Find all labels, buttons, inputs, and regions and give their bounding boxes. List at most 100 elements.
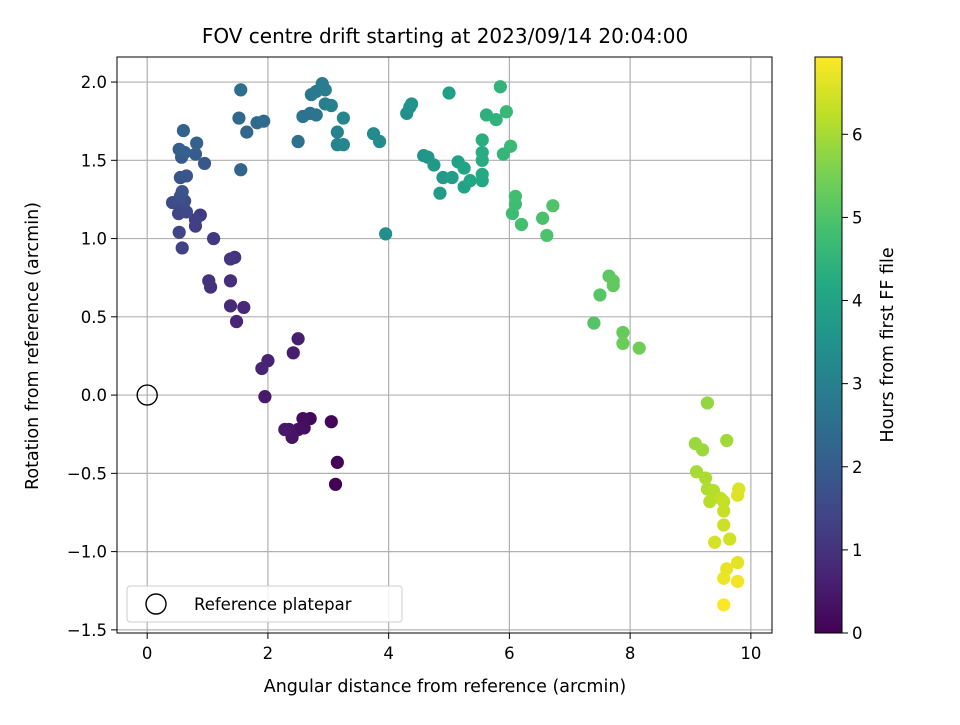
data-point [436, 170, 450, 185]
data-point [223, 274, 238, 288]
y-tick-label: 0.5 [81, 308, 107, 327]
colorbar-label: Hours from first FF file [878, 247, 898, 442]
data-point [587, 316, 601, 330]
colorbar-tick-label: 6 [852, 125, 863, 144]
legend-reference-marker [145, 593, 167, 615]
y-tick-label: 2.0 [81, 73, 107, 92]
chart-title: FOV centre drift starting at 2023/09/14 … [202, 24, 688, 48]
data-point [540, 228, 554, 243]
data-point [616, 336, 630, 351]
colorbar-tick-label: 2 [852, 458, 863, 477]
data-point [328, 477, 343, 491]
y-tick-label: −0.5 [67, 464, 107, 483]
data-point [175, 241, 189, 255]
data-point [457, 161, 471, 175]
x-tick-label: 0 [142, 644, 153, 663]
data-point [229, 314, 244, 329]
colorbar-gradient [815, 57, 842, 633]
data-point [404, 97, 419, 111]
data-point [442, 86, 456, 100]
data-point [257, 114, 271, 128]
colorbar-tick-label: 3 [852, 375, 863, 394]
y-axis-label: Rotation from reference (arcmin) [23, 202, 43, 490]
x-tick-label: 6 [504, 644, 515, 663]
colorbar: 0 1 2 3 4 5 6 Hours from first FF file [814, 56, 898, 643]
data-point [188, 147, 203, 161]
data-point [489, 113, 503, 127]
data-point [546, 199, 560, 213]
colorbar-ticks: 0 1 2 3 4 5 6 [842, 125, 863, 643]
data-point [703, 494, 717, 509]
data-point [255, 361, 269, 376]
data-point [324, 98, 338, 113]
colorbar-tick-label: 5 [852, 208, 863, 227]
data-point [188, 213, 203, 227]
data-point [324, 415, 338, 429]
data-point [197, 156, 212, 171]
data-point [475, 133, 489, 147]
reference-layer [136, 384, 158, 406]
colorbar-tick-label: 0 [852, 624, 863, 643]
data-point [698, 471, 713, 485]
data-point [475, 145, 489, 160]
data-point [258, 390, 272, 404]
data-point [508, 189, 523, 203]
data-point [178, 145, 192, 160]
data-point [202, 274, 216, 288]
data-point [720, 433, 734, 448]
y-tick-label: 1.0 [81, 230, 107, 249]
y-tick-label: −1.0 [67, 543, 107, 562]
data-point [330, 455, 344, 469]
legend: Reference platepar [126, 585, 403, 623]
data-point [606, 278, 620, 293]
data-point [730, 574, 745, 588]
data-point [232, 111, 246, 125]
data-point [717, 571, 731, 585]
data-point [291, 134, 305, 149]
data-point [234, 163, 248, 177]
data-point [336, 138, 350, 152]
data-point [240, 125, 254, 139]
data-point [730, 555, 745, 570]
x-tick-label: 4 [383, 644, 394, 663]
x-axis-label: Angular distance from reference (arcmin) [264, 677, 627, 697]
data-point [463, 174, 477, 188]
data-point [379, 227, 393, 241]
legend-label: Reference platepar [194, 595, 352, 614]
data-point [336, 111, 350, 125]
reference-point-marker [136, 384, 158, 406]
data-point [717, 518, 731, 532]
data-point [286, 346, 300, 360]
data-point [445, 170, 459, 185]
data-point [176, 123, 191, 138]
data-point [593, 288, 607, 302]
y-tick-label: −1.5 [67, 621, 107, 640]
data-point [237, 300, 251, 315]
data-point [291, 332, 305, 346]
data-point [717, 504, 731, 518]
data-point [535, 211, 550, 225]
data-point [309, 108, 323, 122]
data-point [433, 186, 447, 200]
data-point [700, 396, 715, 410]
data-point [318, 83, 332, 97]
data-point [172, 225, 186, 239]
axis-ticks: 0 2 4 6 8 10 −1.5 −1.0 −0.5 0.0 0.5 1.0 1.5 2.0 [67, 73, 761, 663]
data-point [708, 535, 722, 549]
data-point [723, 532, 737, 546]
plot-frame [116, 56, 773, 634]
grid [117, 57, 772, 633]
data-point [504, 139, 518, 153]
data-point [373, 134, 387, 149]
data-point [179, 169, 194, 183]
data-point [223, 299, 238, 313]
data-point [695, 443, 710, 457]
x-tick-label: 2 [263, 644, 274, 663]
data-point [499, 105, 513, 119]
data-point [190, 136, 204, 150]
colorbar-frame [814, 56, 843, 634]
data-point [175, 185, 189, 199]
y-tick-label: 1.5 [81, 151, 107, 170]
x-tick-label: 8 [625, 644, 636, 663]
